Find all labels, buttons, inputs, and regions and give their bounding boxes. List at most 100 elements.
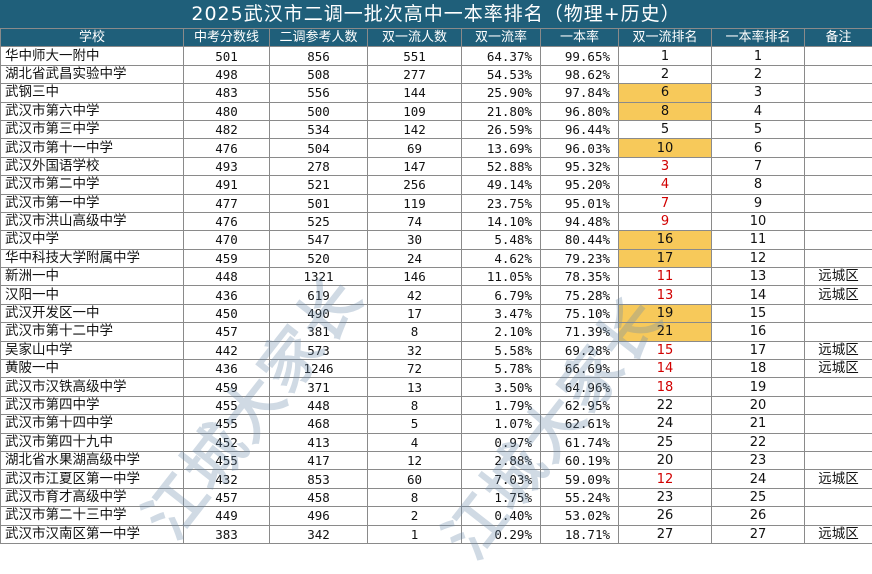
cell-tier1-rank: 16 (712, 323, 805, 341)
cell-tier1-rank: 23 (712, 451, 805, 469)
cell-takers: 856 (270, 47, 368, 65)
cell-tier1-rank: 26 (712, 507, 805, 525)
cell-dual: 69 (368, 139, 462, 157)
cell-dual: 8 (368, 396, 462, 414)
cell-dual-rank: 15 (619, 341, 712, 359)
cell-dual-rate: 1.75% (462, 488, 541, 506)
cell-school: 武汉市第十二中学 (1, 323, 184, 341)
cell-school: 武汉市第十四中学 (1, 415, 184, 433)
cell-takers: 573 (270, 341, 368, 359)
cell-dual-rank: 20 (619, 451, 712, 469)
cell-dual-rate: 5.58% (462, 341, 541, 359)
cell-note (805, 323, 872, 341)
cell-dual: 2 (368, 507, 462, 525)
cell-score: 442 (184, 341, 270, 359)
cell-tier1-rate: 96.03% (541, 139, 619, 157)
cell-tier1-rate: 64.96% (541, 378, 619, 396)
cell-note (805, 139, 872, 157)
cell-note: 远城区 (805, 268, 872, 286)
cell-takers: 413 (270, 433, 368, 451)
cell-note (805, 65, 872, 83)
cell-dual: 12 (368, 451, 462, 469)
cell-school: 吴家山中学 (1, 341, 184, 359)
cell-score: 491 (184, 176, 270, 194)
cell-dual-rank: 21 (619, 323, 712, 341)
cell-tier1-rate: 99.65% (541, 47, 619, 65)
cell-dual-rank: 22 (619, 396, 712, 414)
cell-dual: 146 (368, 268, 462, 286)
cell-note (805, 451, 872, 469)
cell-tier1-rank: 18 (712, 360, 805, 378)
cell-score: 383 (184, 525, 270, 543)
ranking-sheet: 2025武汉市二调一批次高中一本率排名（物理+历史） 学校 中考分数线 二调参考… (0, 0, 872, 532)
cell-dual-rank: 10 (619, 139, 712, 157)
col-header-dual: 双一流人数 (368, 29, 462, 47)
cell-note (805, 120, 872, 138)
cell-tier1-rate: 60.19% (541, 451, 619, 469)
cell-school: 武汉市洪山高级中学 (1, 212, 184, 230)
cell-takers: 496 (270, 507, 368, 525)
cell-score: 450 (184, 304, 270, 322)
cell-takers: 468 (270, 415, 368, 433)
cell-score: 476 (184, 139, 270, 157)
cell-dual-rank: 14 (619, 360, 712, 378)
cell-school: 武汉市第十一中学 (1, 139, 184, 157)
cell-tier1-rank: 14 (712, 286, 805, 304)
cell-dual-rank: 11 (619, 268, 712, 286)
cell-dual-rank: 5 (619, 120, 712, 138)
cell-school: 武汉市第四十九中 (1, 433, 184, 451)
cell-score: 501 (184, 47, 270, 65)
cell-takers: 381 (270, 323, 368, 341)
cell-dual: 74 (368, 212, 462, 230)
cell-note (805, 304, 872, 322)
cell-school: 武汉市第二中学 (1, 176, 184, 194)
cell-takers: 534 (270, 120, 368, 138)
cell-school: 新洲一中 (1, 268, 184, 286)
cell-takers: 371 (270, 378, 368, 396)
cell-tier1-rate: 78.35% (541, 268, 619, 286)
cell-dual-rank: 3 (619, 157, 712, 175)
cell-tier1-rate: 66.69% (541, 360, 619, 378)
cell-school: 武汉中学 (1, 231, 184, 249)
cell-school: 武汉市第二十三中学 (1, 507, 184, 525)
cell-score: 432 (184, 470, 270, 488)
cell-note: 远城区 (805, 525, 872, 543)
cell-tier1-rank: 9 (712, 194, 805, 212)
cell-dual-rank: 23 (619, 488, 712, 506)
cell-school: 黄陂一中 (1, 360, 184, 378)
cell-takers: 417 (270, 451, 368, 469)
cell-takers: 521 (270, 176, 368, 194)
cell-dual: 144 (368, 84, 462, 102)
cell-tier1-rate: 71.39% (541, 323, 619, 341)
cell-dual-rank: 8 (619, 102, 712, 120)
cell-note (805, 47, 872, 65)
cell-note (805, 102, 872, 120)
cell-note (805, 488, 872, 506)
cell-score: 452 (184, 433, 270, 451)
cell-takers: 525 (270, 212, 368, 230)
cell-note (805, 396, 872, 414)
cell-dual: 60 (368, 470, 462, 488)
cell-dual-rank: 27 (619, 525, 712, 543)
col-header-takers: 二调参考人数 (270, 29, 368, 47)
cell-dual-rank: 18 (619, 378, 712, 396)
cell-dual: 8 (368, 323, 462, 341)
cell-dual-rate: 11.05% (462, 268, 541, 286)
cell-note (805, 507, 872, 525)
cell-score: 455 (184, 451, 270, 469)
cell-dual: 109 (368, 102, 462, 120)
